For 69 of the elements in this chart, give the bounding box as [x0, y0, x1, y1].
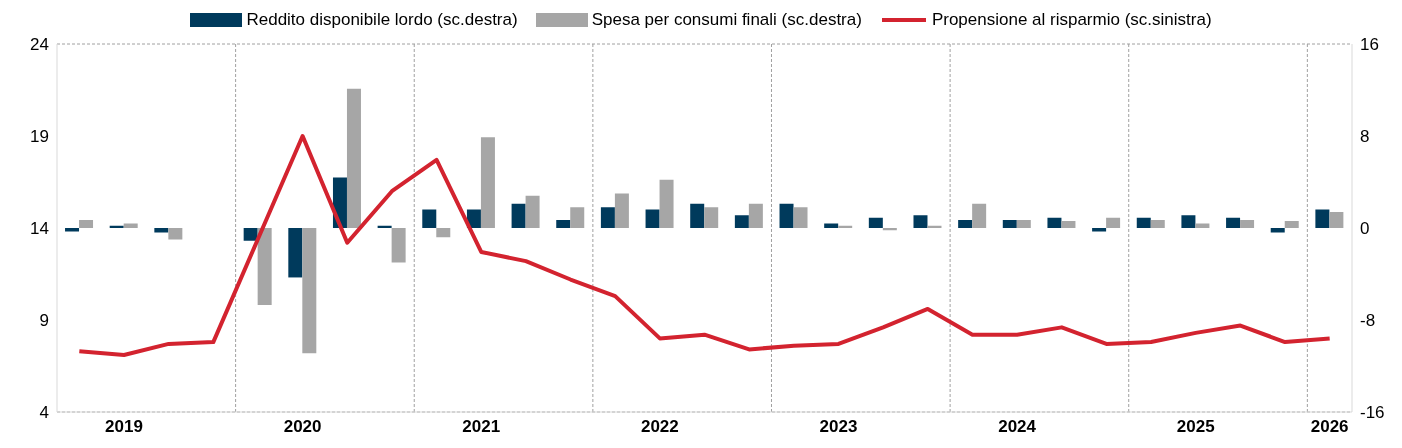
- x-tick-label: 2019: [105, 417, 143, 437]
- legend-label: Spesa per consumi finali (sc.destra): [591, 10, 862, 30]
- legend-label: Reddito disponibile lordo (sc.destra): [246, 10, 518, 30]
- y-tick-label: 14: [30, 219, 49, 239]
- bar: [1315, 209, 1330, 228]
- x-tick-label: 2020: [283, 417, 322, 437]
- bar: [868, 217, 883, 228]
- bar: [1047, 217, 1062, 228]
- y-tick-label: 4: [39, 403, 49, 423]
- line-series: [77, 134, 1332, 357]
- x-tick-label: 2026: [1310, 417, 1349, 437]
- bar: [346, 88, 361, 228]
- y2-tick-label: 16: [1360, 35, 1379, 55]
- bar: [422, 209, 437, 228]
- bar: [1106, 217, 1121, 228]
- bar: [600, 207, 615, 228]
- bar: [748, 203, 763, 228]
- bar: [1240, 219, 1255, 228]
- x-tick-label: 2022: [640, 417, 679, 437]
- bar: [793, 207, 808, 228]
- bar: [824, 223, 839, 228]
- bar: [1226, 217, 1241, 228]
- bar: [704, 207, 719, 228]
- x-tick-label: 2025: [1176, 417, 1215, 437]
- bar: [1136, 217, 1151, 228]
- bar: [525, 195, 540, 228]
- bar: [659, 179, 674, 228]
- bar: [645, 209, 660, 228]
- y2-tick-label: -8: [1360, 311, 1376, 331]
- bar: [690, 203, 705, 228]
- bar: [779, 203, 794, 228]
- bar: [123, 223, 138, 228]
- bar: [511, 203, 526, 228]
- bar: [79, 219, 94, 228]
- bar: [1270, 228, 1285, 233]
- bar: [154, 228, 169, 233]
- bar: [734, 215, 749, 228]
- bar: [614, 193, 629, 228]
- y2-tick-label: -16: [1360, 403, 1385, 423]
- y-tick-label: 19: [30, 127, 49, 147]
- bar: [1002, 219, 1017, 228]
- bar: [556, 219, 571, 228]
- y-tick-label: 24: [30, 35, 49, 55]
- legend-label: Propensione al risparmio (sc.sinistra): [931, 10, 1212, 30]
- bar: [302, 228, 317, 354]
- x-tick-label: 2024: [998, 417, 1037, 437]
- bar: [1150, 219, 1165, 228]
- bar: [391, 228, 406, 263]
- y2-tick-label: 8: [1360, 127, 1370, 147]
- bar: [1181, 215, 1196, 228]
- x-tick-label: 2021: [462, 417, 501, 437]
- bar: [480, 137, 495, 228]
- bar: [436, 228, 451, 238]
- bar: [257, 228, 272, 306]
- bar: [1284, 221, 1299, 228]
- bar: [972, 203, 987, 228]
- bar: [243, 228, 258, 241]
- bar: [570, 207, 585, 228]
- x-tick-label: 2023: [819, 417, 858, 437]
- y-tick-label: 9: [39, 311, 49, 331]
- bar: [1329, 211, 1344, 228]
- bar: [913, 215, 928, 228]
- bar: [958, 219, 973, 228]
- bar: [1061, 221, 1076, 228]
- bar: [1195, 223, 1210, 228]
- bar: [1016, 219, 1031, 228]
- y2-tick-label: 0: [1360, 219, 1370, 239]
- bar: [288, 228, 303, 278]
- bar: [168, 228, 183, 240]
